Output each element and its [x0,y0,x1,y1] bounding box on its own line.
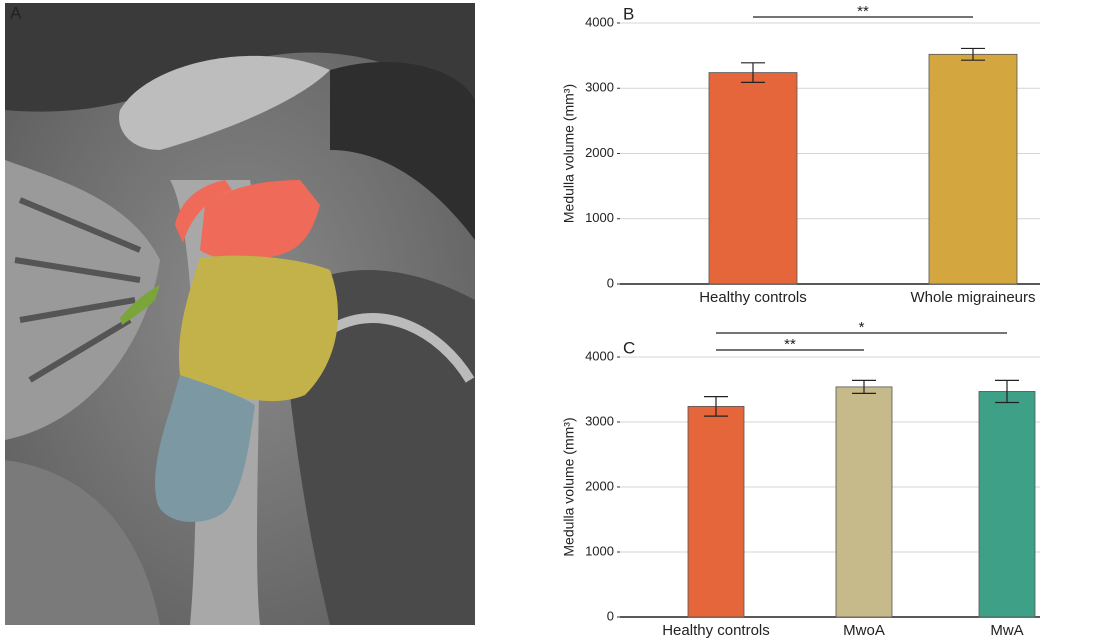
y-axis-label: Medulla volume (mm³) [561,84,577,223]
x-tick-label: Whole migraineurs [910,289,1035,306]
x-tick-label: Healthy controls [699,289,807,306]
y-tick-label: 2000 [585,145,614,160]
y-tick-label: 3000 [585,80,614,95]
bar [929,54,1017,284]
significance-label: ** [857,3,869,20]
y-tick-label: 3000 [585,413,614,428]
y-tick-label: 4000 [585,348,614,363]
significance-label: * [859,319,865,336]
bar [688,406,744,617]
bar [836,387,892,617]
figure: A 0 1000 2000 3000 4000 Medulla volume (mm³) B… [0,0,1103,643]
panel-label: A [10,3,22,22]
y-axis-label: Medulla volume (mm³) [561,417,577,556]
mri-image: A [5,3,475,625]
y-tick-label: 0 [607,608,614,623]
bar [709,73,797,284]
y-tick-label: 4000 [585,14,614,29]
y-tick-label: 2000 [585,478,614,493]
y-tick-label: 1000 [585,543,614,558]
bar [979,391,1035,617]
significance-label: ** [784,336,796,353]
panel-label: C [623,338,635,357]
x-tick-label: MwA [990,622,1023,639]
x-tick-label: MwoA [843,622,885,639]
y-tick-label: 1000 [585,210,614,225]
y-tick-label: 0 [607,275,614,290]
panel-label: B [623,4,634,23]
x-tick-label: Healthy controls [662,622,770,639]
